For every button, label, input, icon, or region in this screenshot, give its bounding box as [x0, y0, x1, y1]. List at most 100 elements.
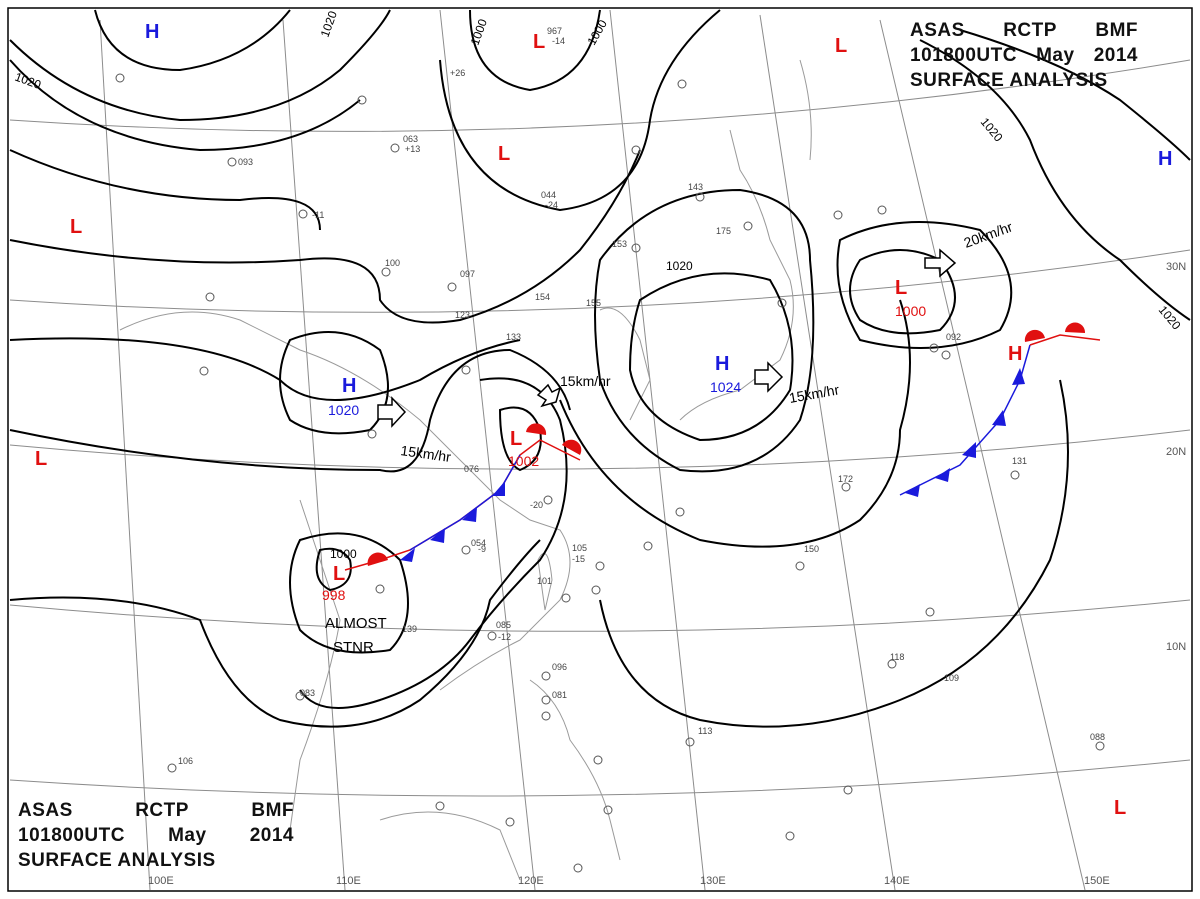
low-pressure-value: 998 — [322, 587, 346, 603]
station-value: 123 — [455, 310, 470, 320]
low-center-letter: L — [1114, 797, 1126, 819]
header-row-2: 101800UTC May 2014 — [910, 43, 1138, 68]
station-value: -15 — [572, 554, 585, 564]
warm-front-west-semicircles — [367, 423, 582, 566]
isobar-low-998-outer — [289, 532, 409, 654]
motion-arrows — [377, 248, 957, 428]
sakhalin-coast — [799, 59, 812, 161]
header-row-3: SURFACE ANALYSIS — [910, 68, 1138, 93]
station-value: 106 — [178, 756, 193, 766]
station-value: 088 — [1090, 732, 1105, 742]
isobar-low-1002-inner — [498, 406, 542, 472]
latitude-labels: 30N 20N 10N — [1166, 261, 1186, 653]
station-value: +13 — [405, 144, 420, 154]
station-value: 133 — [506, 332, 521, 342]
station-value: 092 — [946, 332, 961, 342]
isobar-north-big — [439, 9, 721, 212]
station-value: 150 — [804, 544, 819, 554]
motion-arrow-low-1002 — [536, 383, 562, 408]
lon-label: 110E — [336, 875, 361, 887]
lon-label: 120E — [518, 875, 544, 887]
station-value: 139 — [402, 624, 417, 634]
low-center-letter: H — [1008, 343, 1022, 365]
station-value: 083 — [300, 688, 315, 698]
station-value: 097 — [460, 269, 475, 279]
header-row-1: ASAS RCTP BMF — [910, 18, 1138, 43]
isobar-nw-3 — [9, 149, 321, 231]
lon-label: 130E — [700, 875, 726, 887]
station-value: 113 — [698, 726, 712, 736]
station-value: -11 — [312, 210, 324, 220]
station-value: 063 — [403, 134, 418, 144]
fronts — [344, 322, 1101, 571]
low-pressure-value: 1002 — [508, 453, 539, 469]
almost-stationary-note: ALMOST STNR — [325, 615, 387, 656]
station-value: 154 — [535, 292, 550, 302]
low-center-letter: L — [835, 35, 847, 57]
motion-label: 15km/hr — [560, 373, 611, 389]
agency-code: ASAS — [910, 20, 965, 41]
philippines-coast — [529, 679, 621, 861]
station-value: -24 — [545, 200, 558, 210]
station-value: +26 — [450, 68, 465, 78]
isobar-nw-1 — [9, 9, 391, 122]
cold-front-east-triangles — [905, 368, 1025, 497]
motion-arrow-high-1024 — [754, 361, 784, 393]
product-title: SURFACE ANALYSIS — [910, 70, 1108, 91]
meridian-140e — [759, 14, 896, 891]
analysis-datetime: 101800UTC — [910, 45, 1017, 66]
isobar-nw-2 — [9, 59, 361, 152]
isobar-low-1000 — [849, 249, 956, 335]
low-center-letter: L — [533, 31, 545, 53]
parallel-30n — [9, 249, 1191, 313]
station-value: 175 — [716, 226, 731, 236]
analysis-year: 2014 — [249, 825, 294, 846]
station-value: -9 — [478, 544, 486, 554]
station-value: -20 — [530, 500, 543, 510]
low-center-letter: L — [333, 563, 345, 585]
station-value: 105 — [572, 543, 587, 553]
station-value: 096 — [552, 662, 567, 672]
isobar-cent-3 — [9, 348, 571, 473]
high-center-letter: H — [342, 375, 356, 397]
isobar-ne-2 — [959, 29, 1191, 161]
header-row-1: ASAS RCTP BMF — [18, 798, 294, 823]
warm-front-east-semicircles — [1024, 322, 1086, 342]
isobar-sw-big — [9, 539, 541, 728]
station-value: 054 — [471, 538, 486, 548]
analysis-year: 2014 — [1093, 45, 1138, 66]
station-value: 155 — [586, 298, 601, 308]
header-row-2: 101800UTC May 2014 — [18, 823, 294, 848]
agency-code: ASAS — [18, 800, 73, 821]
pressure-values: 1020 1002 998 1024 1000 — [322, 303, 926, 603]
warm-front-east — [1029, 334, 1101, 346]
station-value: 131 — [1012, 456, 1027, 466]
parallel-40n — [9, 59, 1191, 132]
isobar-label: 1000 — [330, 547, 357, 561]
station-code: RCTP — [135, 800, 189, 821]
motion-arrow-low-1000 — [924, 248, 957, 278]
low-center-letter: L — [70, 216, 82, 238]
station-value: 967 — [547, 26, 562, 36]
parallel-0n — [9, 759, 1191, 797]
meridian-110e — [282, 19, 346, 891]
low-center-letter: L — [510, 428, 522, 450]
station-value: 101 — [537, 576, 552, 586]
isobar-se-big — [599, 379, 1069, 728]
korea-coast — [599, 307, 651, 421]
isobar-label: 1020 — [666, 259, 693, 273]
product-title: SURFACE ANALYSIS — [18, 850, 216, 871]
meridian-150e — [879, 19, 1086, 891]
lon-label: 100E — [148, 875, 174, 887]
lat-label: 20N — [1166, 446, 1186, 458]
high-center-letter: H — [715, 353, 729, 375]
isobar-low-1002 — [299, 377, 568, 709]
analysis-month: May — [1036, 45, 1075, 66]
cold-front-west — [409, 454, 521, 551]
lon-label: 150E — [1084, 875, 1110, 887]
station-value: 081 — [552, 690, 567, 700]
isobar-ne-1 — [919, 39, 1191, 321]
high-center-letter: H — [1158, 148, 1172, 170]
isobars — [9, 9, 1191, 728]
